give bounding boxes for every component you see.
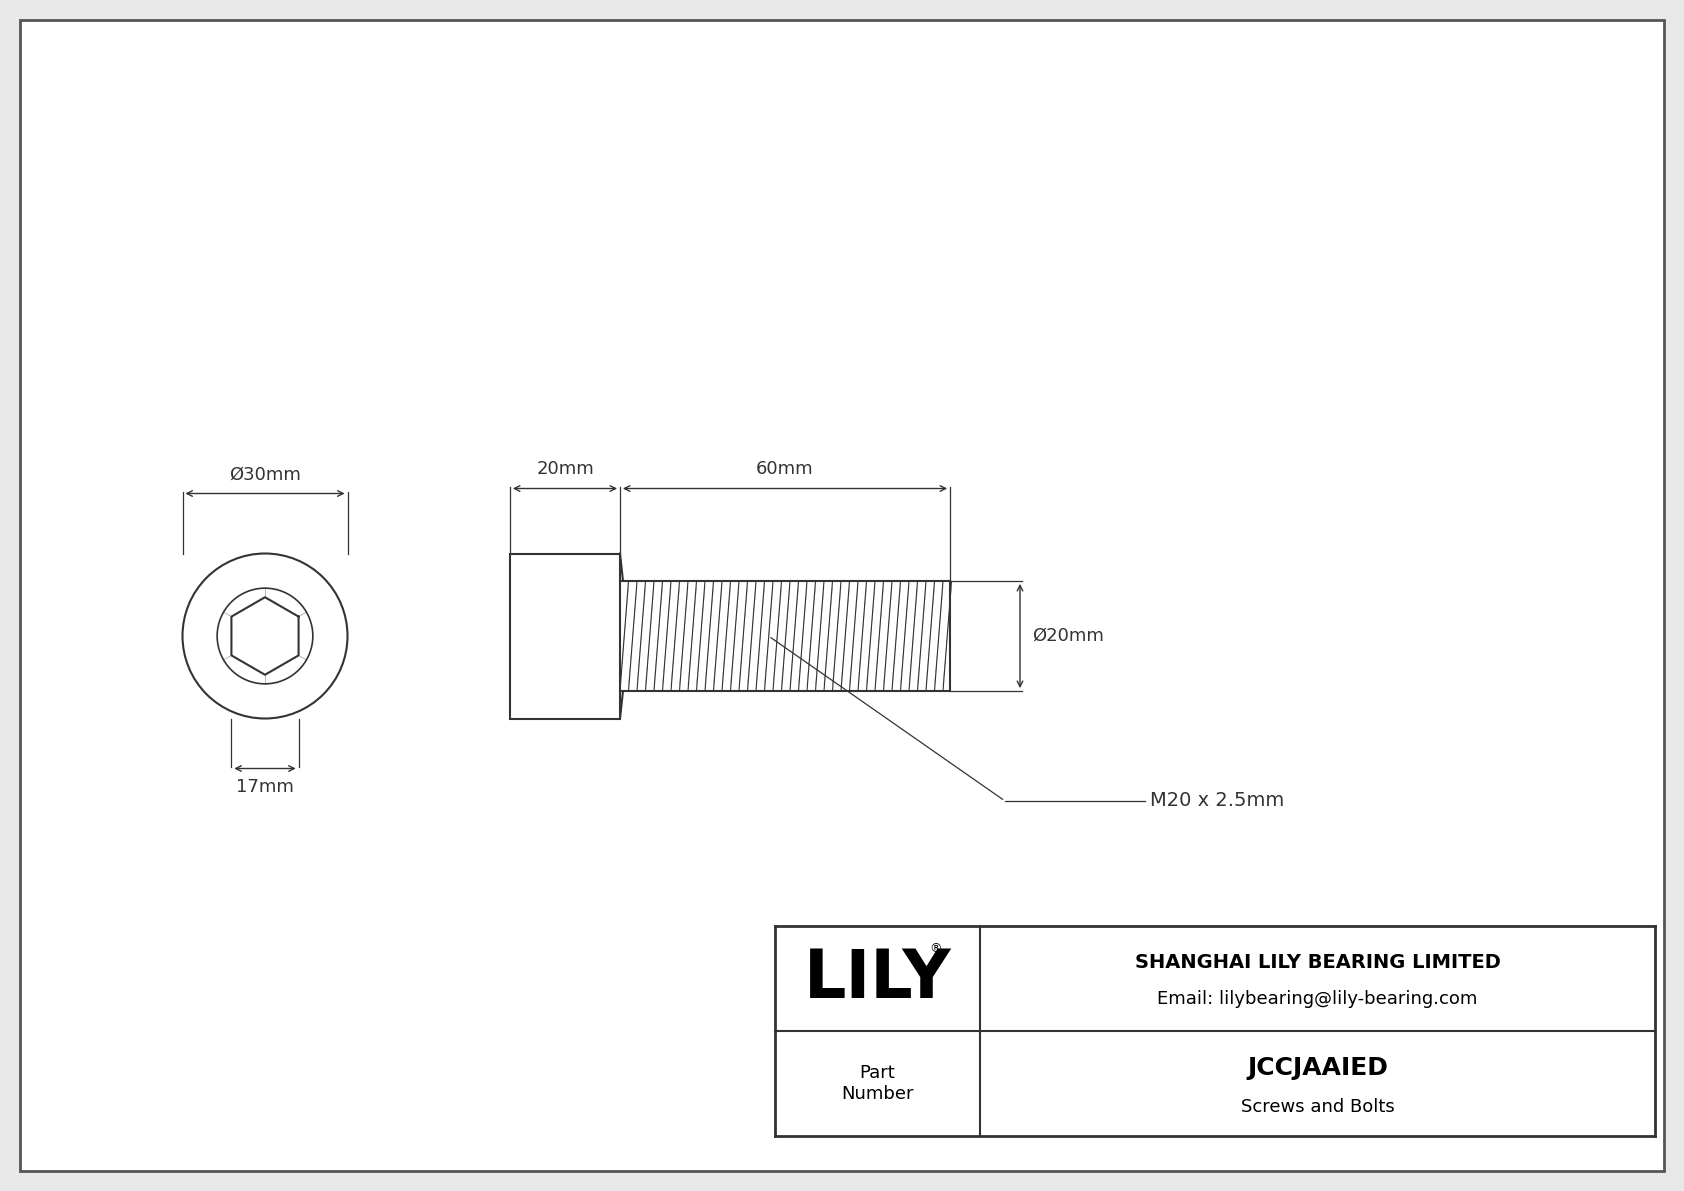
Text: ®: ® xyxy=(930,942,941,955)
Circle shape xyxy=(182,554,347,718)
Text: M20 x 2.5mm: M20 x 2.5mm xyxy=(1150,792,1285,811)
Text: Email: lilybearing@lily-bearing.com: Email: lilybearing@lily-bearing.com xyxy=(1157,991,1477,1009)
Text: LILY: LILY xyxy=(803,946,951,1011)
Text: SHANGHAI LILY BEARING LIMITED: SHANGHAI LILY BEARING LIMITED xyxy=(1135,953,1500,972)
Text: Ø20mm: Ø20mm xyxy=(1032,626,1105,646)
Text: 60mm: 60mm xyxy=(756,461,813,479)
Bar xyxy=(775,925,1655,1136)
Circle shape xyxy=(217,588,313,684)
Text: 20mm: 20mm xyxy=(536,461,594,479)
Text: Ø30mm: Ø30mm xyxy=(229,466,301,484)
Text: JCCJAAIED: JCCJAAIED xyxy=(1248,1055,1388,1080)
Text: Part
Number: Part Number xyxy=(842,1064,914,1103)
Text: 17mm: 17mm xyxy=(236,779,295,797)
Text: Screws and Bolts: Screws and Bolts xyxy=(1241,1098,1394,1116)
Bar xyxy=(510,554,620,718)
